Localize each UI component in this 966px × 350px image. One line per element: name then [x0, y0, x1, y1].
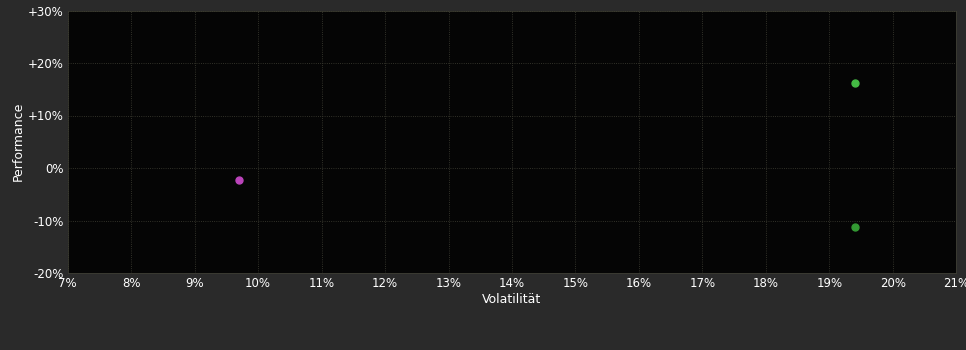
Point: [847, 80, 863, 86]
X-axis label: Volatilität: Volatilität: [482, 293, 542, 306]
Point: [847, 225, 863, 230]
Point: [231, 177, 246, 182]
Y-axis label: Performance: Performance: [12, 102, 25, 181]
